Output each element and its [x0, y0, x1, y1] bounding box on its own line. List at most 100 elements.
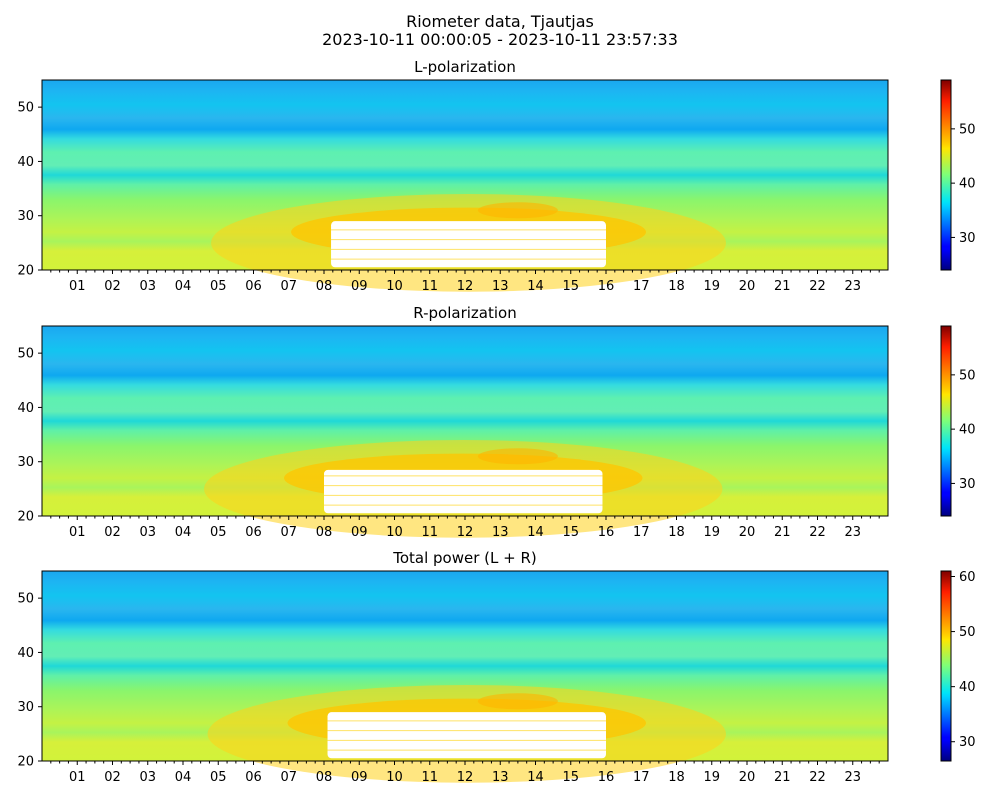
x-tick-label: 18: [668, 279, 685, 294]
x-tick-label: 16: [598, 279, 615, 294]
x-tick-label: 01: [69, 770, 86, 785]
x-tick-label: 04: [175, 525, 192, 540]
x-tick-label: 07: [280, 770, 297, 785]
colorbar-tick-label: 30: [959, 231, 976, 246]
x-tick-label: 17: [633, 279, 650, 294]
x-tick-label: 17: [633, 525, 650, 540]
x-tick-label: 13: [492, 525, 509, 540]
x-tick-label: 16: [598, 525, 615, 540]
x-tick-label: 07: [280, 525, 297, 540]
x-tick-label: 14: [527, 770, 544, 785]
x-tick-label: 09: [351, 279, 368, 294]
panel-3: Total power (L + R) 20 30 40 50 01 02 03 04 05 06 0…: [17, 549, 975, 785]
heatmap-peak: [477, 202, 558, 219]
x-tick-label: 08: [316, 770, 333, 785]
figure-subtitle: 2023-10-11 00:00:05 - 2023-10-11 23:57:3…: [322, 30, 678, 49]
x-tick-label: 12: [457, 279, 474, 294]
x-tick-label: 16: [598, 770, 615, 785]
x-tick-label: 14: [527, 279, 544, 294]
x-tick-label: 21: [774, 279, 791, 294]
y-tick-label: 20: [17, 264, 34, 279]
x-tick-label: 23: [844, 525, 861, 540]
panel-title: L-polarization: [414, 58, 516, 76]
y-tick-label: 50: [17, 592, 34, 607]
x-tick-label: 08: [316, 525, 333, 540]
x-tick-label: 22: [809, 770, 826, 785]
y-tick-label: 30: [17, 209, 34, 224]
x-tick-label: 04: [175, 279, 192, 294]
x-tick-label: 09: [351, 770, 368, 785]
x-tick-label: 21: [774, 770, 791, 785]
x-tick-label: 15: [562, 770, 579, 785]
x-tick-label: 05: [210, 770, 227, 785]
x-tick-label: 14: [527, 525, 544, 540]
colorbar-tick-label: 60: [959, 570, 976, 585]
x-tick-label: 19: [703, 279, 720, 294]
y-tick-label: 50: [17, 101, 34, 116]
x-tick-label: 19: [703, 525, 720, 540]
y-tick-label: 30: [17, 700, 34, 715]
colorbar: [940, 570, 952, 762]
x-tick-label: 11: [421, 770, 438, 785]
x-tick-label: 06: [245, 279, 262, 294]
x-tick-label: 07: [280, 279, 297, 294]
x-tick-label: 19: [703, 770, 720, 785]
x-tick-label: 20: [739, 525, 756, 540]
heatmap-peak: [477, 693, 558, 710]
x-tick-label: 20: [739, 279, 756, 294]
x-tick-label: 20: [739, 770, 756, 785]
x-tick-label: 04: [175, 770, 192, 785]
x-tick-label: 18: [668, 525, 685, 540]
x-tick-label: 08: [316, 279, 333, 294]
y-tick-label: 40: [17, 646, 34, 661]
y-tick-label: 30: [17, 455, 34, 470]
x-tick-label: 06: [245, 525, 262, 540]
x-tick-label: 23: [844, 770, 861, 785]
x-tick-label: 10: [386, 525, 403, 540]
x-tick-label: 15: [562, 279, 579, 294]
x-tick-label: 23: [844, 279, 861, 294]
x-tick-label: 02: [104, 279, 121, 294]
heatmap-peak: [477, 448, 558, 465]
x-tick-label: 13: [492, 279, 509, 294]
x-tick-label: 11: [421, 279, 438, 294]
x-tick-label: 03: [139, 279, 156, 294]
x-tick-label: 10: [386, 770, 403, 785]
x-tick-label: 01: [69, 279, 86, 294]
x-tick-label: 03: [139, 770, 156, 785]
x-tick-label: 02: [104, 525, 121, 540]
saturated-region: [324, 469, 603, 514]
colorbar: [940, 79, 952, 271]
panel-title: Total power (L + R): [392, 549, 537, 567]
x-tick-label: 22: [809, 279, 826, 294]
panel-2: R-polarization 20 30 40 50 01 02 03 04 05 06 07 08 09…: [17, 304, 975, 540]
x-tick-label: 12: [457, 525, 474, 540]
colorbar-tick-label: 40: [959, 680, 976, 695]
colorbar-tick-label: 40: [959, 423, 976, 438]
x-tick-label: 05: [210, 525, 227, 540]
x-tick-label: 02: [104, 770, 121, 785]
y-tick-label: 20: [17, 510, 34, 525]
panel-1: L-polarization 20 30 40 50 01 02 03 04 05 06 07 08 09…: [17, 58, 975, 294]
x-tick-label: 13: [492, 770, 509, 785]
colorbar-tick-label: 50: [959, 625, 976, 640]
y-tick-label: 20: [17, 755, 34, 770]
colorbar-tick-label: 50: [959, 122, 976, 137]
x-tick-label: 09: [351, 525, 368, 540]
x-tick-label: 10: [386, 279, 403, 294]
x-tick-label: 12: [457, 770, 474, 785]
x-tick-label: 05: [210, 279, 227, 294]
y-tick-label: 50: [17, 347, 34, 362]
x-tick-label: 11: [421, 525, 438, 540]
saturated-region: [331, 221, 606, 268]
colorbar-tick-label: 30: [959, 735, 976, 750]
x-tick-label: 15: [562, 525, 579, 540]
colorbar-tick-label: 30: [959, 477, 976, 492]
x-tick-label: 03: [139, 525, 156, 540]
x-tick-label: 18: [668, 770, 685, 785]
y-tick-label: 40: [17, 401, 34, 416]
x-tick-label: 22: [809, 525, 826, 540]
colorbar-tick-label: 50: [959, 368, 976, 383]
colorbar: [940, 325, 952, 517]
